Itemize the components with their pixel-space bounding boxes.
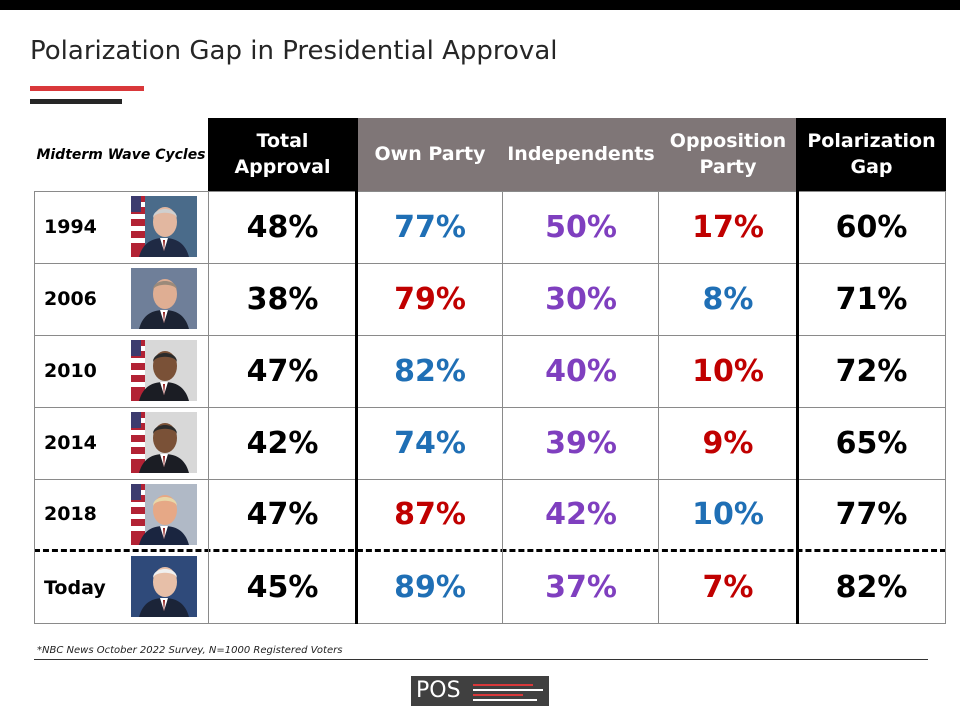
value-cell: 39% — [545, 425, 617, 461]
table-row: 2014 42% 74% 39% 9% 65% — [34, 407, 946, 479]
value-cell: 45% — [246, 570, 319, 605]
row-year: 2018 — [44, 503, 97, 525]
value-cell: 82% — [835, 570, 908, 605]
row-year: 1994 — [44, 216, 97, 238]
row-year: Today — [44, 576, 106, 599]
president-bush-photo — [131, 268, 197, 329]
value-cell: 9% — [702, 425, 754, 461]
row-divider — [34, 335, 946, 336]
column-divider — [796, 118, 799, 624]
header-independents: Independents — [503, 118, 659, 191]
page-title: Polarization Gap in Presidential Approva… — [30, 36, 558, 66]
header-opposition-party: Opposition Party — [659, 118, 797, 191]
logo-line — [473, 689, 543, 691]
president-obama-photo — [131, 412, 197, 473]
header-polarization-gap: Polarization Gap — [797, 118, 946, 191]
value-cell: 7% — [702, 570, 754, 605]
value-cell: 71% — [835, 281, 908, 317]
right-border — [945, 191, 946, 624]
value-cell: 82% — [394, 353, 466, 389]
value-cell: 89% — [394, 570, 466, 605]
footer-rule — [34, 659, 928, 660]
table-row: 2018 47% 87% 42% 10% 77% — [34, 479, 946, 549]
president-trump-photo — [131, 484, 197, 545]
table-row: Today 45% 89% 37% 7% 82% — [34, 551, 946, 624]
value-cell: 77% — [835, 496, 908, 532]
logo-line — [473, 699, 537, 701]
value-cell: 37% — [545, 570, 617, 605]
value-cell: 48% — [246, 209, 319, 245]
value-cell: 87% — [394, 496, 466, 532]
table-bottom-border — [34, 623, 946, 624]
value-cell: 47% — [246, 496, 319, 532]
value-cell: 17% — [692, 209, 764, 245]
header-total-approval: Total Approval — [208, 118, 357, 191]
value-cell: 30% — [545, 281, 617, 317]
value-cell: 47% — [246, 353, 319, 389]
logo-text: POS — [416, 678, 461, 703]
title-rule-red — [30, 86, 144, 91]
table-row: 2006 38% 79% 30% 8% 71% — [34, 263, 946, 335]
row-divider — [34, 479, 946, 480]
logo-line — [473, 694, 523, 696]
value-cell: 42% — [246, 425, 319, 461]
value-cell: 79% — [394, 281, 466, 317]
value-cell: 50% — [545, 209, 617, 245]
value-cell: 65% — [835, 425, 908, 461]
row-year: 2006 — [44, 288, 97, 310]
title-rule-dark — [30, 99, 122, 104]
value-cell: 10% — [692, 496, 764, 532]
today-separator-dashed — [34, 549, 946, 552]
left-border — [34, 191, 35, 624]
value-cell: 40% — [545, 353, 617, 389]
approval-table: Midterm Wave Cycles Total Approval Own Pa… — [34, 118, 946, 624]
value-cell: 77% — [394, 209, 466, 245]
pos-logo: POS — [411, 676, 549, 706]
corner-label: Midterm Wave Cycles — [36, 146, 206, 163]
value-cell: 72% — [835, 353, 908, 389]
top-bar — [0, 0, 960, 10]
table-row: 1994 48% 77% 50% 17% 60% — [34, 191, 946, 263]
value-cell: 60% — [835, 209, 908, 245]
footnote: *NBC News October 2022 Survey, N=1000 Re… — [37, 645, 343, 656]
president-clinton-photo — [131, 196, 197, 257]
value-cell: 74% — [394, 425, 466, 461]
column-divider — [502, 191, 503, 624]
column-divider — [355, 118, 358, 624]
table-row: 2010 47% 82% 40% 10% 72% — [34, 335, 946, 407]
president-obama-photo — [131, 340, 197, 401]
row-year: 2010 — [44, 360, 97, 382]
row-year: 2014 — [44, 432, 97, 454]
header-own-party: Own Party — [357, 118, 503, 191]
value-cell: 42% — [545, 496, 617, 532]
column-divider — [208, 191, 209, 624]
value-cell: 10% — [692, 353, 764, 389]
column-divider — [658, 191, 659, 624]
row-divider — [34, 263, 946, 264]
value-cell: 8% — [702, 281, 754, 317]
value-cell: 38% — [246, 281, 319, 317]
header-bottom-border — [34, 191, 946, 192]
president-biden-photo — [131, 556, 197, 617]
logo-line — [473, 684, 533, 686]
row-divider — [34, 407, 946, 408]
